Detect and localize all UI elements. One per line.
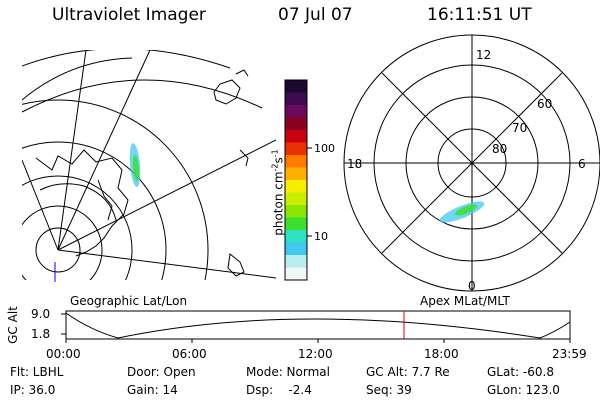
mlt-0-label: 0 (468, 279, 476, 293)
coastline-4 (235, 69, 249, 77)
lat-circle-5 (35, 227, 81, 273)
mlat-70-label: 70 (512, 121, 528, 135)
coastline-5 (227, 253, 245, 277)
lat-arc-1 (22, 50, 231, 69)
colorbar-label-100: 100 (314, 142, 335, 155)
colorbar-segment (285, 180, 307, 193)
mlt-18-label: 18 (347, 157, 363, 171)
mlat-80-label: 80 (492, 142, 508, 156)
polar-diagonal-2 (381, 72, 563, 254)
colorbar-segment (285, 117, 307, 131)
colorbar-segment (285, 230, 307, 243)
geographic-caption: Geographic Lat/Lon (70, 294, 188, 308)
orbit-altitude-curve (65, 312, 571, 339)
orbit-ymax-label: 9.0 (31, 307, 51, 321)
coastline-6 (239, 149, 249, 167)
info-gain: Gain: 14 (127, 383, 178, 397)
apex-caption: Apex MLat/MLT (420, 294, 510, 308)
orbit-xlabel-4: 18:00 (424, 347, 459, 361)
info-gc-alt: GC Alt: 7.7 Re (366, 365, 450, 379)
meridian-5 (57, 249, 276, 279)
orbit-frame (65, 310, 571, 340)
mlt-6-label: 6 (578, 157, 586, 171)
colorbar-segment (285, 205, 307, 218)
colorbar-segment (285, 192, 307, 206)
lat-circle-3 (22, 175, 133, 280)
info-dsp: Dsp: -2.4 (246, 383, 312, 397)
meridian-2 (57, 50, 87, 251)
meridian-1 (57, 50, 151, 251)
polar-aurora-blob (439, 201, 485, 223)
unit-mid: s (271, 157, 286, 164)
orbit-xlabel-1: 00:00 (46, 347, 81, 361)
arc-a (22, 57, 133, 101)
orbit-xlabel-5: 23:59 (552, 347, 587, 361)
info-seq: Seq: 39 (366, 383, 412, 397)
orbit-axis-label: GC Alt (6, 306, 20, 344)
polar-plot (343, 34, 600, 292)
coastline-3 (213, 79, 241, 105)
coastline-2 (97, 179, 113, 221)
info-glon: GLon: 123.0 (487, 383, 560, 397)
colorbar-segment (285, 105, 307, 118)
geo-aurora-blob (129, 143, 141, 187)
arc-b (39, 183, 117, 221)
colorbar-segment (285, 155, 307, 168)
unit-exp2: -1 (270, 149, 280, 158)
orbit-ymin-label: 1.8 (31, 327, 51, 341)
info-glat: GLat: -60.8 (487, 365, 554, 379)
colorbar-segment (285, 217, 307, 231)
meridian-4 (22, 159, 59, 251)
colorbar (285, 80, 307, 281)
info-door: Door: Open (127, 365, 196, 379)
time-label: 16:11:51 UT (427, 5, 532, 25)
colorbar-segment (285, 255, 307, 268)
colorbar-segment (285, 92, 307, 106)
lat-circle-2 (22, 141, 167, 280)
lat-circle-4 (22, 205, 103, 280)
unit-prefix: photon cm (271, 171, 286, 236)
colorbar-segment (285, 80, 307, 93)
coastline-1 (35, 149, 129, 257)
colorbar-segment (285, 142, 307, 156)
colorbar-segment (285, 242, 307, 256)
orbit-xlabel-3: 12:00 (298, 347, 333, 361)
mlat-60-label: 60 (537, 97, 553, 111)
colorbar-label-10: 10 (314, 230, 328, 243)
geographic-map (22, 50, 276, 280)
colorbar-segment (285, 267, 307, 281)
orbit-xlabel-2: 06:00 (172, 347, 207, 361)
colorbar-unit-label: photon cm-2s-1 (269, 123, 286, 263)
info-mode: Mode: Normal (246, 365, 330, 379)
info-ip: IP: 36.0 (10, 383, 56, 397)
colorbar-frame (284, 79, 308, 281)
lat-circle-1 (22, 99, 209, 280)
instrument-title: Ultraviolet Imager (52, 5, 206, 25)
colorbar-segment (285, 167, 307, 181)
colorbar-segment (285, 130, 307, 143)
info-filter: Flt: LBHL (10, 365, 64, 379)
lat-arc-2 (22, 79, 263, 113)
unit-exp1: -2 (270, 163, 280, 172)
meridian-3 (57, 139, 276, 251)
mlt-12-label: 12 (476, 48, 492, 62)
date-label: 07 Jul 07 (278, 5, 353, 25)
